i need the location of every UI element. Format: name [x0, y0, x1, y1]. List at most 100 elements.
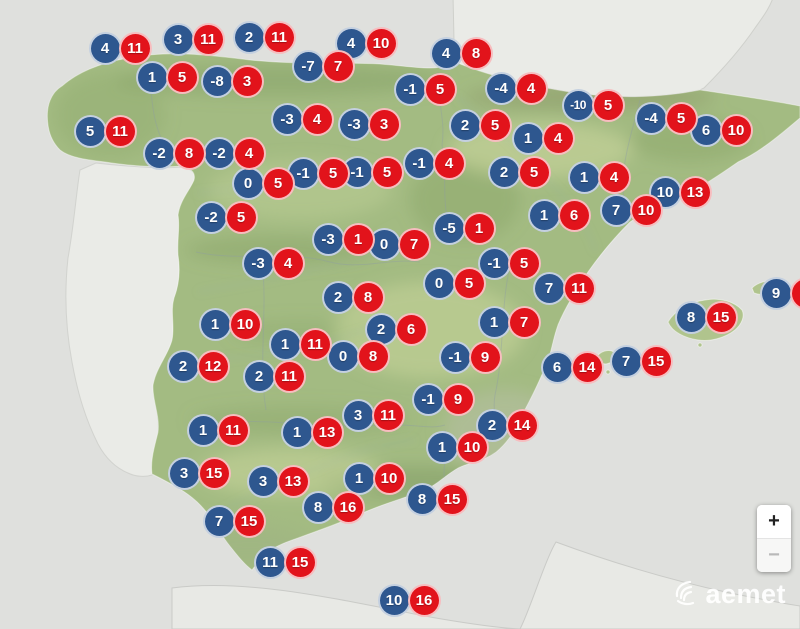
min-temp-badge[interactable]: -2: [194, 200, 228, 234]
min-temp-badge[interactable]: 3: [161, 22, 195, 56]
min-temp-badge[interactable]: 1: [425, 430, 459, 464]
max-temp-badge[interactable]: 4: [432, 146, 466, 180]
max-temp-badge[interactable]: 4: [271, 246, 305, 280]
min-temp-badge[interactable]: 8: [674, 300, 708, 334]
max-temp-badge[interactable]: 11: [118, 31, 152, 65]
min-temp-badge[interactable]: -7: [291, 49, 325, 83]
max-temp-badge[interactable]: 12: [196, 349, 230, 383]
max-temp-badge[interactable]: 3: [367, 107, 401, 141]
max-temp-badge[interactable]: 15: [197, 456, 231, 490]
max-temp-badge[interactable]: 13: [276, 464, 310, 498]
max-temp-badge[interactable]: 11: [562, 271, 596, 305]
min-temp-badge[interactable]: 3: [341, 398, 375, 432]
min-temp-badge[interactable]: 1: [342, 461, 376, 495]
zoom-in-button[interactable]: +: [757, 505, 791, 539]
min-temp-badge[interactable]: -3: [241, 246, 275, 280]
max-temp-badge[interactable]: 11: [371, 398, 405, 432]
max-temp-badge[interactable]: 5: [517, 155, 551, 189]
max-temp-badge[interactable]: 10: [364, 26, 398, 60]
min-temp-badge[interactable]: 8: [405, 482, 439, 516]
max-temp-badge[interactable]: 6: [557, 198, 591, 232]
min-temp-badge[interactable]: -2: [202, 136, 236, 170]
max-temp-badge[interactable]: 5: [591, 88, 625, 122]
max-temp-badge[interactable]: 5: [478, 108, 512, 142]
min-temp-badge[interactable]: -1: [411, 382, 445, 416]
min-temp-badge[interactable]: 2: [232, 20, 266, 54]
min-temp-badge[interactable]: -3: [270, 102, 304, 136]
min-temp-badge[interactable]: 4: [88, 31, 122, 65]
max-temp-badge[interactable]: 11: [216, 413, 250, 447]
max-temp-badge[interactable]: 14: [570, 350, 604, 384]
min-temp-badge[interactable]: 1: [198, 307, 232, 341]
min-temp-badge[interactable]: -8: [200, 64, 234, 98]
max-temp-badge[interactable]: 5: [507, 246, 541, 280]
min-temp-badge[interactable]: -10: [561, 88, 595, 122]
max-temp-badge[interactable]: 8: [459, 36, 493, 70]
min-temp-badge[interactable]: 2: [166, 349, 200, 383]
zoom-out-button[interactable]: −: [757, 539, 791, 572]
min-temp-badge[interactable]: -1: [438, 340, 472, 374]
min-temp-badge[interactable]: 7: [532, 271, 566, 305]
max-temp-badge[interactable]: 5: [165, 60, 199, 94]
max-temp-badge[interactable]: 10: [455, 430, 489, 464]
max-temp-badge[interactable]: 1: [341, 222, 375, 256]
max-temp-badge[interactable]: 5: [261, 166, 295, 200]
max-temp-badge[interactable]: 10: [719, 113, 753, 147]
max-temp-badge[interactable]: 7: [507, 305, 541, 339]
max-temp-badge[interactable]: 4: [597, 160, 631, 194]
min-temp-badge[interactable]: 2: [487, 155, 521, 189]
max-temp-badge[interactable]: 10: [372, 461, 406, 495]
max-temp-badge[interactable]: 5: [664, 101, 698, 135]
min-temp-badge[interactable]: 1: [511, 121, 545, 155]
max-temp-badge[interactable]: 15: [435, 482, 469, 516]
min-temp-badge[interactable]: 5: [73, 114, 107, 148]
max-temp-badge[interactable]: 5: [452, 266, 486, 300]
max-temp-badge[interactable]: 13: [678, 175, 712, 209]
max-temp-badge[interactable]: 8: [351, 280, 385, 314]
min-temp-badge[interactable]: 7: [599, 193, 633, 227]
max-temp-badge[interactable]: 3: [230, 64, 264, 98]
max-temp-badge[interactable]: 1: [462, 211, 496, 245]
min-temp-badge[interactable]: 2: [321, 280, 355, 314]
min-temp-badge[interactable]: -1: [393, 72, 427, 106]
max-temp-badge[interactable]: 4: [514, 71, 548, 105]
min-temp-badge[interactable]: -4: [484, 71, 518, 105]
max-temp-badge[interactable]: 10: [629, 193, 663, 227]
max-temp-badge[interactable]: 11: [272, 359, 306, 393]
max-temp-badge[interactable]: 9: [441, 382, 475, 416]
min-temp-badge[interactable]: 0: [326, 339, 360, 373]
max-temp-badge[interactable]: 8: [356, 339, 390, 373]
max-temp-badge[interactable]: 11: [103, 114, 137, 148]
max-temp-badge[interactable]: 11: [298, 327, 332, 361]
max-temp-badge[interactable]: 16: [331, 490, 365, 524]
min-temp-badge[interactable]: 1: [477, 305, 511, 339]
min-temp-badge[interactable]: 2: [242, 359, 276, 393]
min-temp-badge[interactable]: 8: [301, 490, 335, 524]
min-temp-badge[interactable]: 1: [567, 160, 601, 194]
min-temp-badge[interactable]: 1: [186, 413, 220, 447]
max-temp-badge[interactable]: 15: [232, 504, 266, 538]
min-temp-badge[interactable]: 0: [231, 166, 265, 200]
min-temp-badge[interactable]: -1: [402, 146, 436, 180]
max-temp-badge[interactable]: 11: [191, 22, 225, 56]
max-temp-badge[interactable]: 15: [639, 344, 673, 378]
max-temp-badge[interactable]: 8: [172, 136, 206, 170]
min-temp-badge[interactable]: -3: [311, 222, 345, 256]
max-temp-badge[interactable]: 10: [228, 307, 262, 341]
min-temp-badge[interactable]: 1: [527, 198, 561, 232]
min-temp-badge[interactable]: 7: [609, 344, 643, 378]
max-temp-badge[interactable]: 14: [505, 408, 539, 442]
min-temp-badge[interactable]: 1: [268, 327, 302, 361]
max-temp-badge[interactable]: 11: [262, 20, 296, 54]
min-temp-badge[interactable]: 11: [253, 545, 287, 579]
min-temp-badge[interactable]: 7: [202, 504, 236, 538]
max-temp-badge[interactable]: 4: [232, 136, 266, 170]
max-temp-badge[interactable]: 6: [394, 312, 428, 346]
max-temp-badge[interactable]: 5: [224, 200, 258, 234]
min-temp-badge[interactable]: 3: [167, 456, 201, 490]
max-temp-badge[interactable]: 4: [300, 102, 334, 136]
max-temp-badge[interactable]: 16: [407, 583, 441, 617]
min-temp-badge[interactable]: 10: [377, 583, 411, 617]
min-temp-badge[interactable]: -4: [634, 101, 668, 135]
max-temp-badge[interactable]: 15: [283, 545, 317, 579]
